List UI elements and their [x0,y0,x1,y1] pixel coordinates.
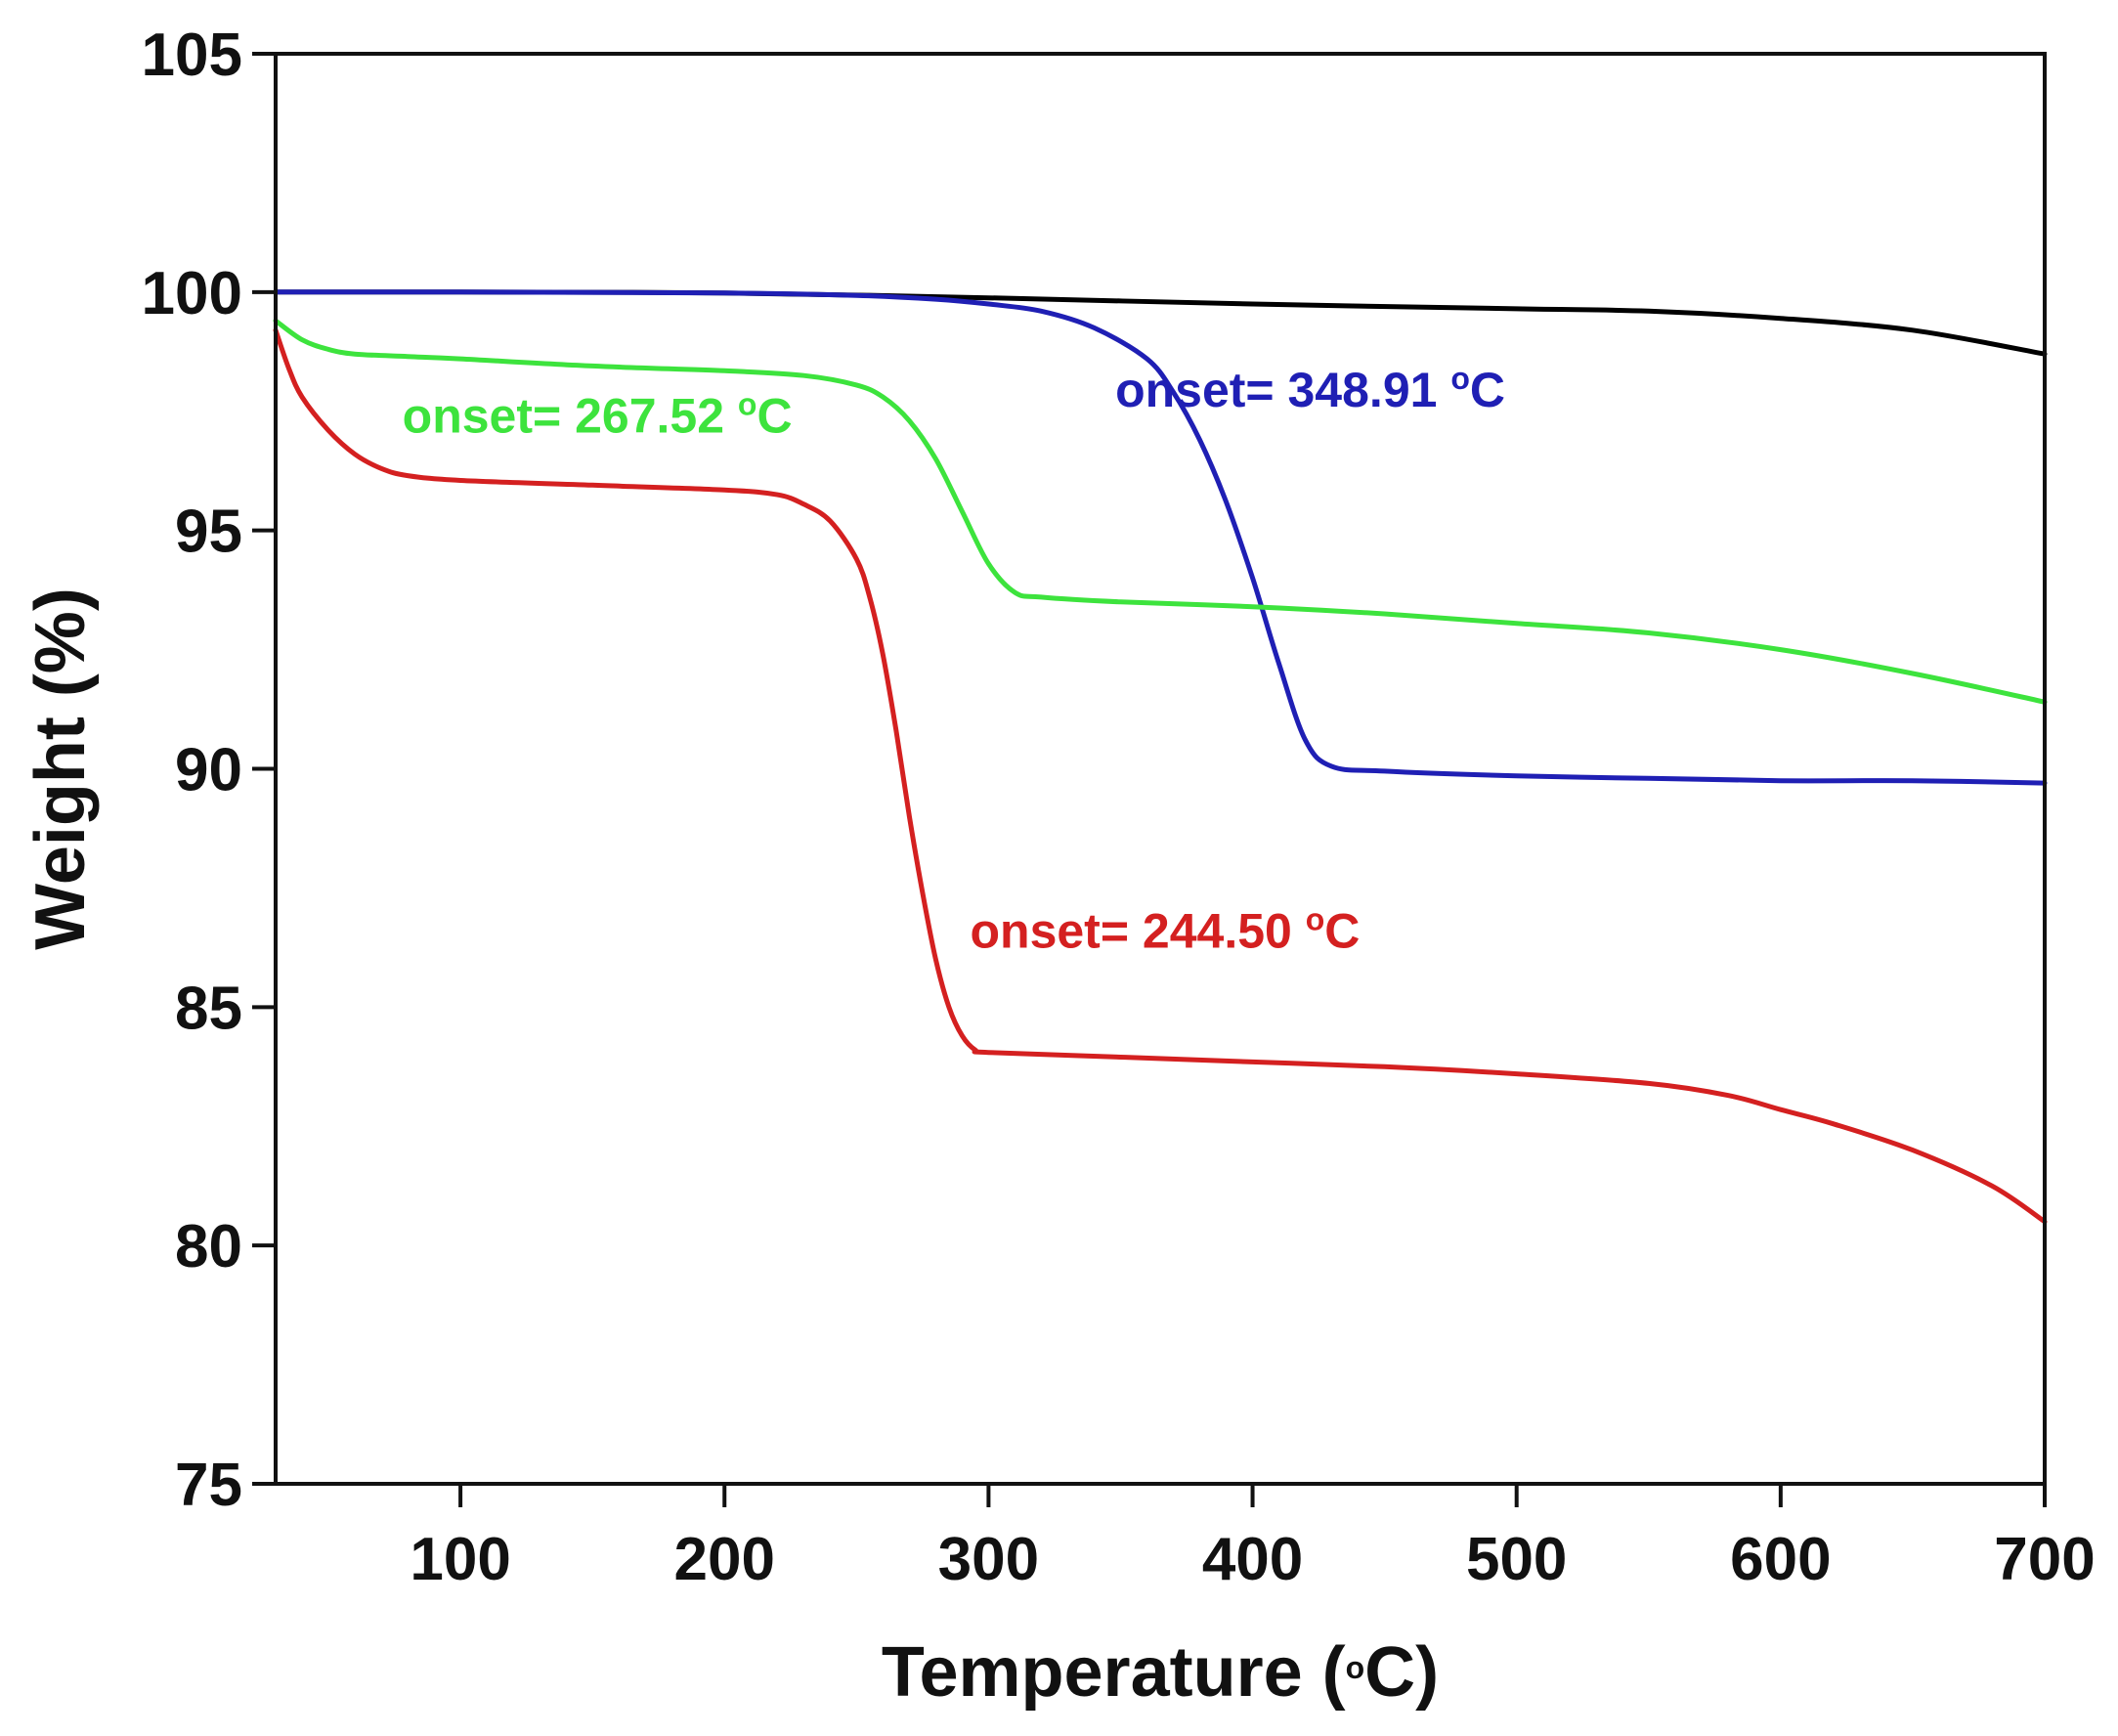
y-tick-label: 100 [142,260,242,327]
onset-annotation: onset= 348.91 oC [1115,361,1505,417]
x-tick-label: 100 [410,1526,510,1593]
series-line-green [273,318,2048,705]
x-tick-label: 200 [674,1526,775,1593]
onset-annotation: onset= 244.50 oC [970,901,1360,958]
series-line-red [273,327,2048,1225]
series-layer [273,289,2048,1225]
series-line-blue [273,289,2048,786]
x-tick-label: 600 [1730,1526,1831,1593]
x-axis: 100 200 300 400 500 600 700 [410,1484,2096,1593]
y-axis: 75 80 85 90 95 100 105 [142,22,276,1519]
x-axis-title: Temperature (oC) [882,1633,1439,1712]
x-tick-label: 300 [938,1526,1039,1593]
x-tick-label: 700 [1994,1526,2095,1593]
y-tick-label: 85 [175,975,242,1042]
y-tick-label: 75 [175,1452,242,1519]
x-tick-label: 400 [1202,1526,1303,1593]
y-axis-title: Weight (%) [22,587,100,950]
x-tick-label: 500 [1466,1526,1567,1593]
onset-annotation: onset= 267.52 oC [403,387,793,444]
y-tick-label: 95 [175,499,242,566]
annotation-layer: onset= 267.52 oC onset= 348.91 oC onset= 2… [403,361,1505,959]
y-tick-label: 80 [175,1213,242,1280]
y-tick-label: 90 [175,737,242,804]
y-tick-label: 105 [142,22,242,89]
